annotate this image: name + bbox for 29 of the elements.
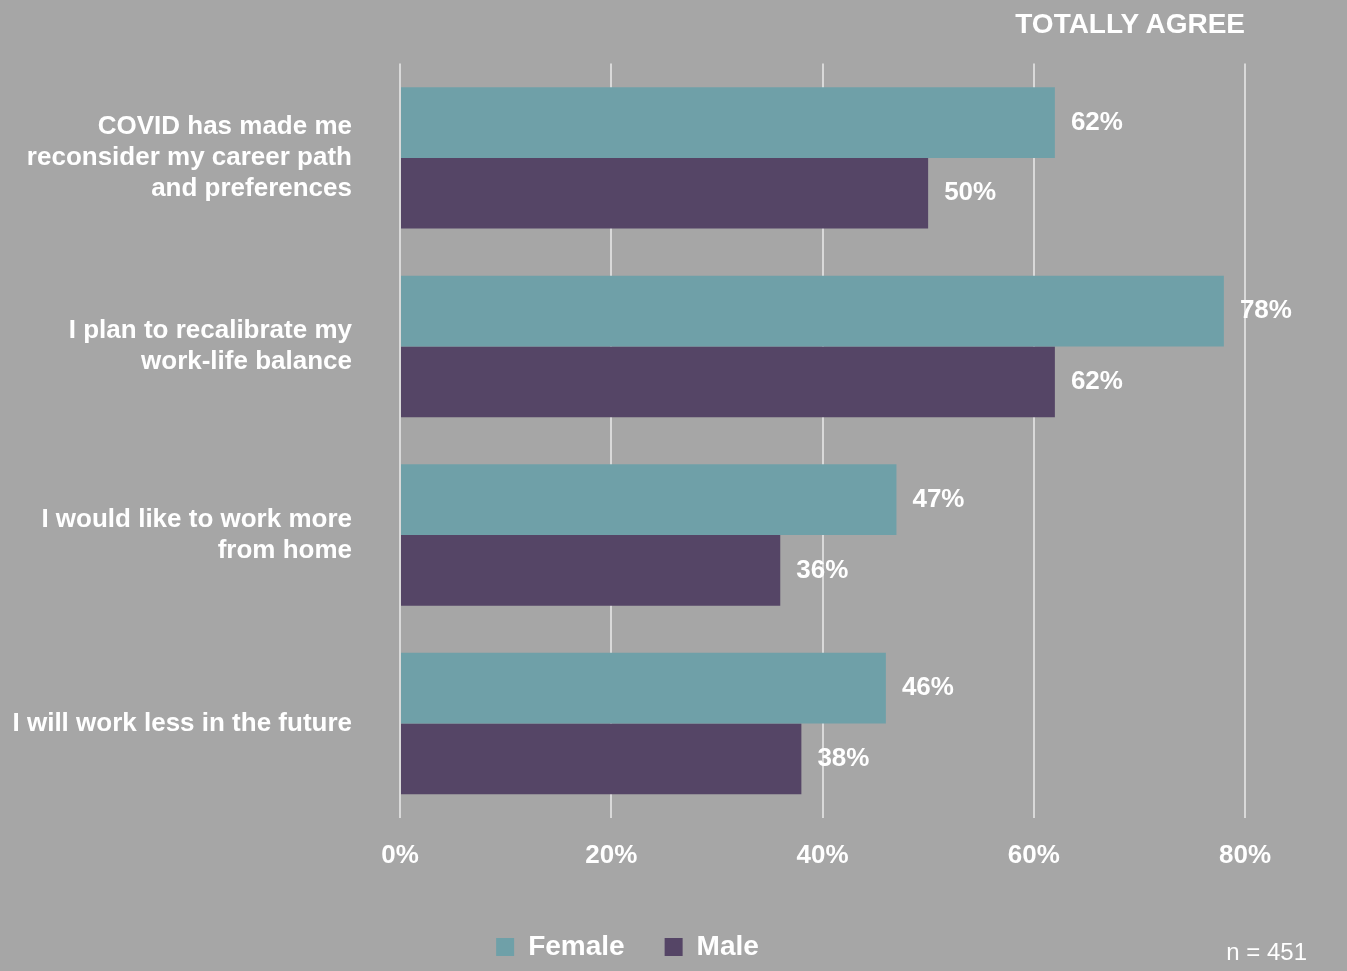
y-tick-label: I will work less in the future bbox=[12, 706, 352, 737]
bar bbox=[401, 275, 1224, 347]
chart-title: TOTALLY AGREE bbox=[1015, 7, 1245, 39]
x-tick-label: 60% bbox=[1007, 838, 1060, 869]
x-tick-label: 40% bbox=[796, 838, 849, 869]
text: n = 451 bbox=[1226, 937, 1307, 965]
data-label: 36% bbox=[796, 553, 849, 584]
bar bbox=[401, 87, 1055, 158]
x-tick-label: 0% bbox=[381, 838, 419, 869]
bar bbox=[401, 157, 929, 229]
data-label: 62% bbox=[1070, 364, 1123, 395]
legend-label: Female bbox=[528, 929, 625, 961]
bar bbox=[401, 464, 897, 535]
data-label: 50% bbox=[944, 176, 997, 207]
legend-label: Male bbox=[696, 929, 759, 961]
bar bbox=[401, 534, 781, 606]
x-tick-label: 20% bbox=[585, 838, 638, 869]
bar bbox=[401, 652, 886, 724]
data-label: 38% bbox=[817, 742, 870, 773]
data-label: 62% bbox=[1070, 105, 1123, 136]
data-label: 46% bbox=[901, 671, 954, 702]
data-label: 78% bbox=[1239, 294, 1292, 325]
y-tick-label: I would like to work more from home bbox=[41, 502, 352, 564]
y-tick-label: COVID has made me reconsider my career path and preferences bbox=[26, 109, 352, 203]
data-label: 47% bbox=[912, 482, 965, 513]
x-tick-label: 80% bbox=[1218, 838, 1272, 869]
bar bbox=[401, 723, 802, 795]
y-tick-label: I plan to recalibrate my work-life balance bbox=[68, 314, 353, 376]
bar bbox=[401, 346, 1055, 418]
